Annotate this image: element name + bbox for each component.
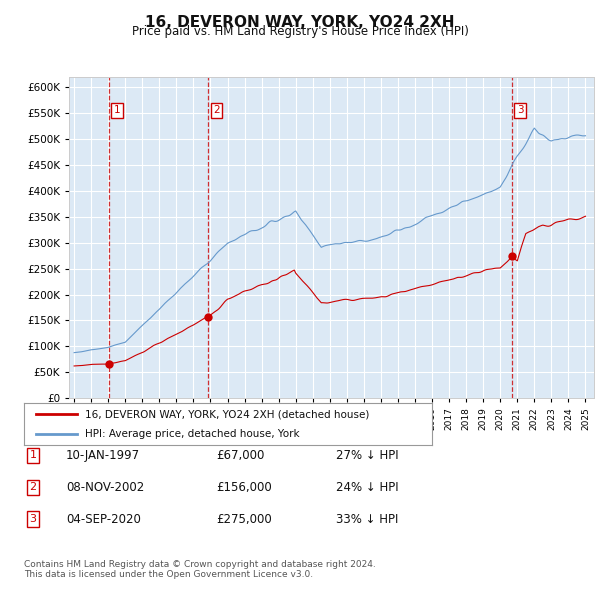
Text: Price paid vs. HM Land Registry's House Price Index (HPI): Price paid vs. HM Land Registry's House … xyxy=(131,25,469,38)
Text: £275,000: £275,000 xyxy=(216,513,272,526)
Text: 27% ↓ HPI: 27% ↓ HPI xyxy=(336,449,398,462)
Text: 3: 3 xyxy=(29,514,37,524)
Text: 10-JAN-1997: 10-JAN-1997 xyxy=(66,449,140,462)
Text: 2: 2 xyxy=(213,106,220,116)
Text: £156,000: £156,000 xyxy=(216,481,272,494)
Text: 16, DEVERON WAY, YORK, YO24 2XH (detached house): 16, DEVERON WAY, YORK, YO24 2XH (detache… xyxy=(85,409,370,419)
Text: 3: 3 xyxy=(517,106,523,116)
Text: 24% ↓ HPI: 24% ↓ HPI xyxy=(336,481,398,494)
Text: 33% ↓ HPI: 33% ↓ HPI xyxy=(336,513,398,526)
Text: £67,000: £67,000 xyxy=(216,449,265,462)
Text: HPI: Average price, detached house, York: HPI: Average price, detached house, York xyxy=(85,429,300,439)
Text: 2: 2 xyxy=(29,483,37,492)
Text: 1: 1 xyxy=(29,451,37,460)
Text: 04-SEP-2020: 04-SEP-2020 xyxy=(66,513,141,526)
Text: Contains HM Land Registry data © Crown copyright and database right 2024.
This d: Contains HM Land Registry data © Crown c… xyxy=(24,560,376,579)
Text: 08-NOV-2002: 08-NOV-2002 xyxy=(66,481,144,494)
Text: 1: 1 xyxy=(114,106,121,116)
Text: 16, DEVERON WAY, YORK, YO24 2XH: 16, DEVERON WAY, YORK, YO24 2XH xyxy=(145,15,455,30)
